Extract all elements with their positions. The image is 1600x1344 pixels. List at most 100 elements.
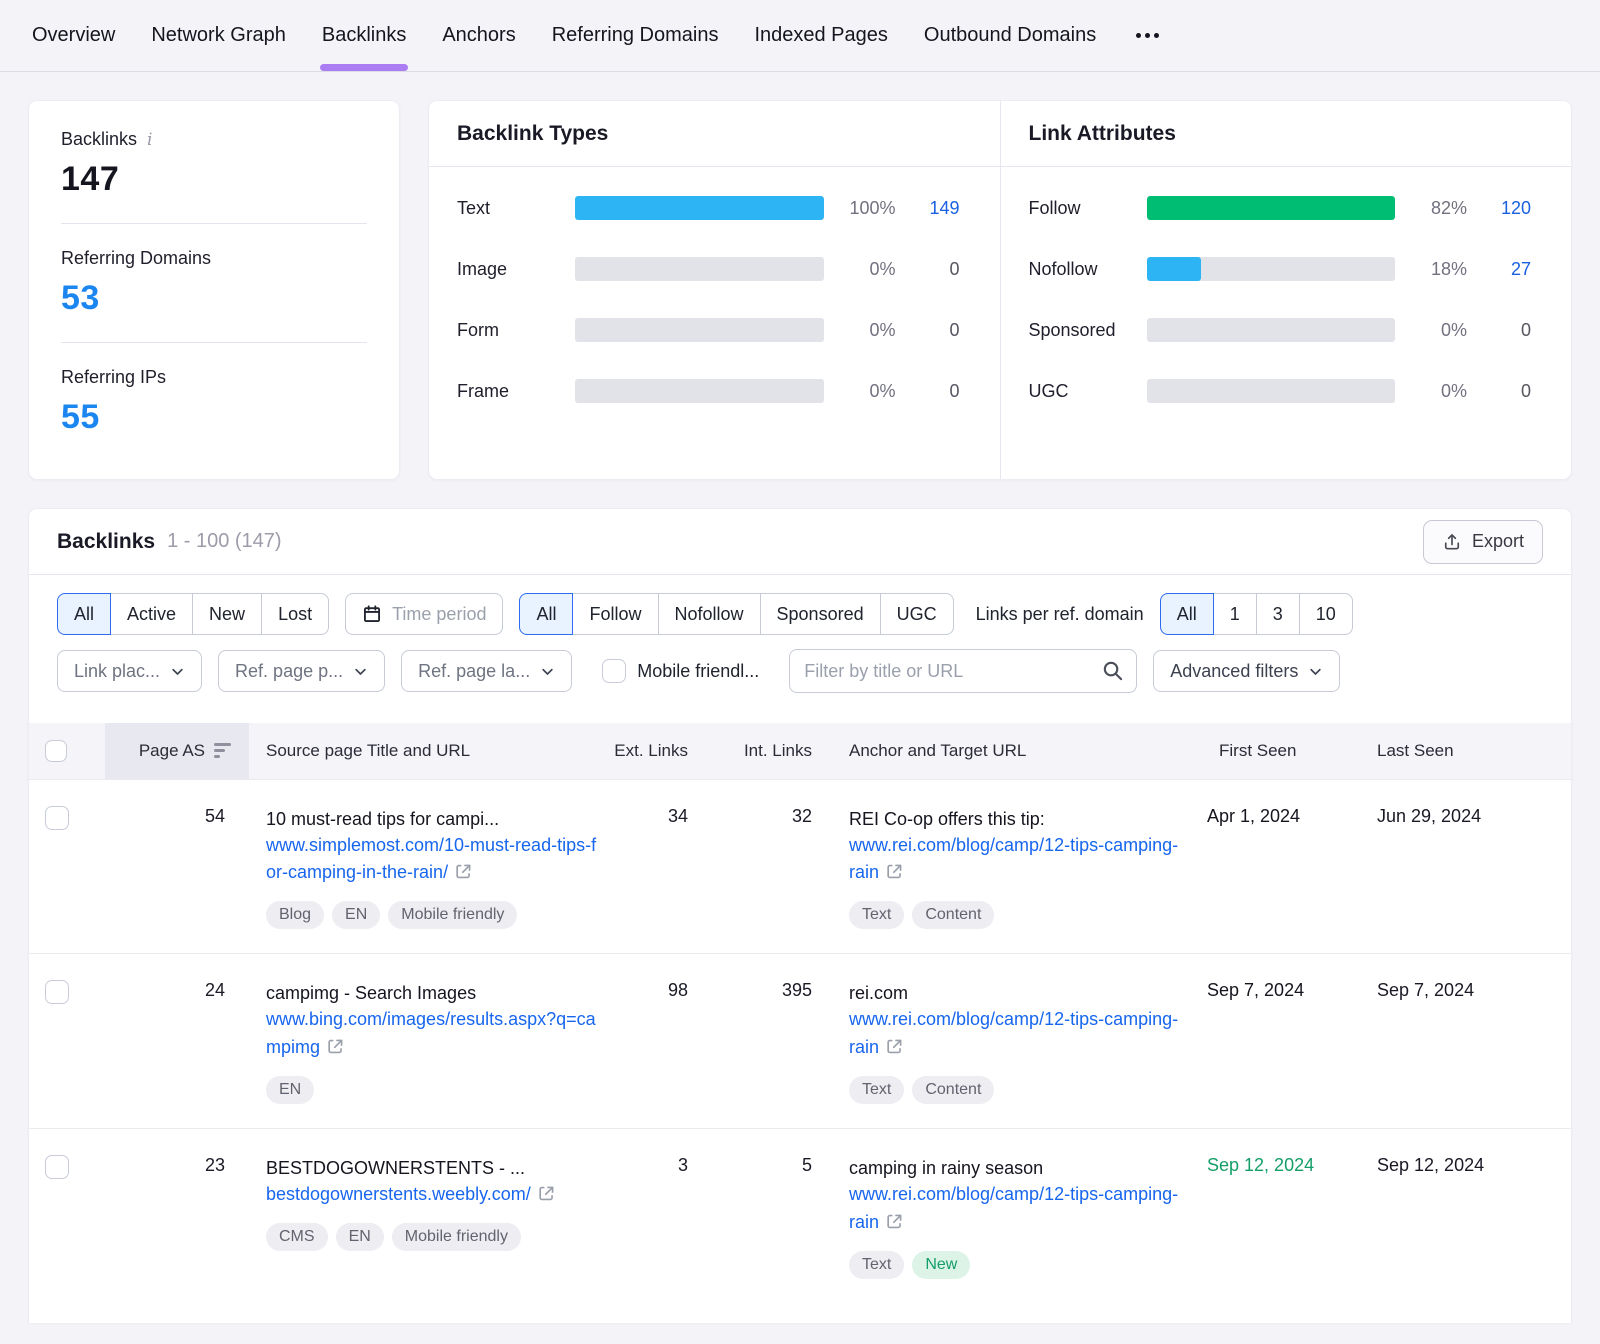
- tab-anchors[interactable]: Anchors: [442, 24, 516, 46]
- int-links-value: 395: [781, 980, 812, 1001]
- ext-links-value: 98: [667, 980, 688, 1001]
- mobile-friendly-checkbox[interactable]: [602, 659, 627, 683]
- column-last-seen[interactable]: Last Seen: [1377, 723, 1571, 779]
- link-placement-dropdown[interactable]: Link plac...: [57, 650, 203, 692]
- status-all-button[interactable]: All: [57, 593, 112, 635]
- bar-fill: [1146, 196, 1395, 220]
- count-link[interactable]: 120: [1500, 197, 1531, 218]
- status-active-button[interactable]: Active: [110, 593, 194, 635]
- tab-overview[interactable]: Overview: [32, 24, 116, 46]
- column-page-as[interactable]: Page AS: [105, 723, 249, 779]
- row-checkbox[interactable]: [45, 805, 69, 830]
- badge: EN: [335, 1223, 384, 1252]
- row-checkbox[interactable]: [45, 1155, 69, 1180]
- export-button[interactable]: Export: [1422, 519, 1543, 564]
- follow-follow-button[interactable]: Follow: [572, 593, 659, 635]
- page-as-value: 24: [204, 980, 225, 1001]
- column-anchor[interactable]: Anchor and Target URL: [822, 723, 1207, 779]
- target-url-link[interactable]: www.rei.com/blog/camp/12-tips-camping-ra…: [849, 1009, 1179, 1058]
- source-badges: CMS EN Mobile friendly: [266, 1223, 607, 1252]
- lpd-3-button[interactable]: 3: [1255, 593, 1300, 635]
- anchor-badges: Text Content: [849, 901, 1207, 930]
- panel-title: Backlinks: [57, 529, 156, 553]
- backlinks-table: Page AS Source page Title and URL Ext. L…: [29, 723, 1571, 1303]
- referring-ips-stat-label: Referring IPs: [61, 367, 167, 387]
- link-attributes-title: Link Attributes: [1000, 101, 1571, 167]
- backlinks-stat-label: Backlinks: [61, 129, 138, 149]
- referring-domains-stat-value[interactable]: 53: [61, 279, 100, 317]
- target-url-link[interactable]: www.rei.com/blog/camp/12-tips-camping-ra…: [849, 1184, 1179, 1233]
- anchor-badges: Text New: [849, 1251, 1207, 1280]
- column-int-links[interactable]: Int. Links: [702, 723, 822, 779]
- advanced-filters-dropdown[interactable]: Advanced filters: [1153, 650, 1341, 692]
- follow-ugc-button[interactable]: UGC: [879, 593, 954, 635]
- tab-outbound-domains[interactable]: Outbound Domains: [923, 24, 1097, 46]
- badge: Text: [849, 1251, 905, 1280]
- tab-backlinks[interactable]: Backlinks: [319, 0, 409, 71]
- external-link-icon: [887, 1039, 902, 1054]
- search-icon[interactable]: [1101, 659, 1124, 682]
- status-new-button[interactable]: New: [192, 593, 263, 635]
- count-value: 0: [1520, 319, 1531, 340]
- count-value: 0: [1520, 380, 1531, 401]
- lpd-1-button[interactable]: 1: [1212, 593, 1257, 635]
- tab-indexed-pages[interactable]: Indexed Pages: [754, 24, 888, 46]
- search-input[interactable]: [789, 649, 1138, 693]
- column-source[interactable]: Source page Title and URL: [249, 723, 607, 779]
- source-url-link[interactable]: bestdogownerstents.weebly.com/: [266, 1181, 598, 1209]
- tab-network-graph[interactable]: Network Graph: [151, 24, 286, 46]
- bar-row-image: Image 0% 0: [457, 257, 960, 281]
- table-row: 24 campimg - Search Images www.bing.com/…: [29, 953, 1571, 1129]
- count-link[interactable]: 27: [1510, 258, 1531, 279]
- lpd-10-button[interactable]: 10: [1298, 593, 1353, 635]
- bar-track: [575, 318, 824, 342]
- target-url-link[interactable]: www.rei.com/blog/camp/12-tips-camping-ra…: [849, 834, 1179, 883]
- bar-track: [1146, 196, 1395, 220]
- link-attributes-panel: Link Attributes Follow 82% 120 Nofollow …: [999, 101, 1571, 479]
- referring-ips-stat-value[interactable]: 55: [61, 398, 100, 436]
- int-links-value: 5: [801, 1155, 812, 1176]
- badge: Blog: [266, 901, 325, 930]
- source-badges: EN: [266, 1076, 607, 1105]
- status-lost-button[interactable]: Lost: [261, 593, 330, 635]
- lpd-all-button[interactable]: All: [1159, 593, 1214, 635]
- column-first-seen[interactable]: First Seen: [1207, 723, 1377, 779]
- status-filter: All Active New Lost: [57, 593, 330, 635]
- source-url-link[interactable]: www.simplemost.com/10-must-read-tips-for…: [266, 834, 597, 883]
- new-badge: New: [912, 1251, 971, 1280]
- follow-sponsored-button[interactable]: Sponsored: [759, 593, 881, 635]
- row-checkbox[interactable]: [45, 980, 69, 1005]
- tab-referring-domains[interactable]: Referring Domains: [551, 24, 719, 46]
- chevron-down-icon: [542, 668, 553, 675]
- calendar-icon: [364, 605, 381, 622]
- select-all-checkbox[interactable]: [45, 739, 67, 762]
- bar-row-ugc: UGC 0% 0: [1029, 379, 1531, 403]
- column-ext-links[interactable]: Ext. Links: [607, 723, 702, 779]
- ref-page-platform-dropdown[interactable]: Ref. page p...: [218, 650, 386, 692]
- follow-nofollow-button[interactable]: Nofollow: [657, 593, 761, 635]
- badge: Content: [912, 901, 995, 930]
- badge: Text: [849, 1076, 905, 1105]
- links-per-domain-filter: All 1 3 10: [1159, 593, 1353, 635]
- badge: Text: [849, 901, 905, 930]
- more-tabs-icon[interactable]: [1132, 29, 1163, 42]
- ref-page-language-dropdown[interactable]: Ref. page la...: [401, 650, 573, 692]
- bar-track: [575, 379, 824, 403]
- first-seen-date: Sep 12, 2024: [1207, 1155, 1315, 1176]
- count-link[interactable]: 149: [929, 197, 960, 218]
- first-seen-date: Sep 7, 2024: [1207, 980, 1305, 1001]
- badge: Mobile friendly: [388, 901, 518, 930]
- info-icon[interactable]: i: [147, 129, 153, 150]
- follow-filter: All Follow Nofollow Sponsored UGC: [519, 593, 954, 635]
- source-url-link[interactable]: www.bing.com/images/results.aspx?q=campi…: [266, 1009, 596, 1058]
- count-value: 0: [949, 380, 960, 401]
- external-link-icon: [456, 865, 471, 879]
- badge: EN: [266, 1076, 315, 1105]
- result-range: 1 - 100 (147): [167, 530, 282, 552]
- badge: CMS: [266, 1223, 328, 1252]
- time-period-button[interactable]: Time period: [345, 593, 504, 635]
- bar-track: [575, 257, 824, 281]
- divider: [61, 223, 367, 224]
- follow-all-button[interactable]: All: [519, 593, 574, 635]
- sort-descending-icon: [214, 743, 231, 759]
